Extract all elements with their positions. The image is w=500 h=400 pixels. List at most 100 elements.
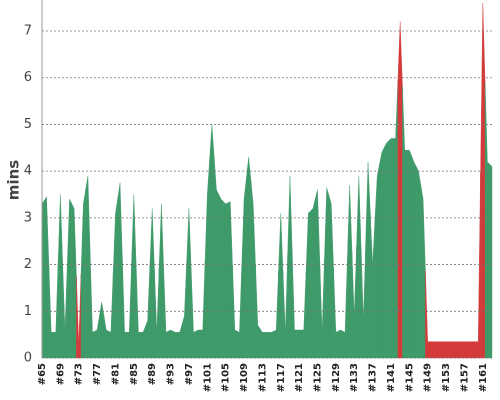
area-segment: [122, 257, 128, 359]
area-segment: [370, 213, 376, 359]
area-segment: [452, 341, 458, 359]
area-segment: [236, 265, 242, 359]
area-segment: [218, 194, 224, 359]
area-segment: [484, 82, 490, 359]
x-tick-label: #113: [257, 363, 268, 392]
area-segment: [76, 273, 82, 359]
area-segment: [149, 208, 155, 359]
area-segment: [461, 341, 467, 359]
area-segment: [145, 264, 151, 359]
area-segment: [163, 268, 169, 359]
y-tick-label: 3: [24, 210, 32, 225]
area-segment: [374, 164, 380, 359]
area-segment: [269, 330, 275, 359]
area-segment: [351, 245, 357, 359]
area-segment: [429, 341, 435, 359]
area-segment: [342, 258, 348, 359]
area-segment: [71, 203, 77, 359]
area-segment: [416, 166, 422, 359]
area-segment: [489, 163, 493, 359]
x-tick-label: #93: [166, 363, 177, 385]
area-segment: [383, 140, 389, 359]
area-segment: [411, 155, 417, 359]
area-segment: [471, 341, 477, 359]
area-segment: [319, 259, 325, 359]
area-segment: [324, 187, 330, 359]
x-tick-label: #117: [276, 363, 287, 392]
area-segment: [209, 124, 215, 359]
area-segment: [360, 241, 366, 359]
area-segment: [337, 329, 343, 359]
area-segment: [108, 272, 114, 359]
area-segment: [457, 341, 463, 359]
area-segment: [402, 85, 408, 359]
area-segment: [287, 175, 293, 359]
y-tick-label: 5: [24, 117, 32, 132]
y-axis-label: mins: [5, 160, 23, 200]
y-tick-label: 2: [24, 257, 32, 272]
area-segment: [112, 197, 118, 359]
x-tick-label: #73: [74, 363, 85, 385]
area-segment: [406, 149, 412, 359]
area-segment: [135, 263, 141, 359]
area-segment: [99, 301, 105, 359]
area-segment: [154, 268, 160, 359]
area-segment: [168, 329, 174, 359]
area-segment: [250, 180, 256, 359]
area-segment: [103, 315, 109, 359]
area-segment: [301, 271, 307, 359]
area-segment: [117, 182, 123, 359]
area-segment: [333, 268, 339, 359]
area-segment: [186, 208, 192, 359]
area-segment: [246, 157, 252, 359]
x-tick-label: #133: [349, 363, 360, 392]
y-tick-label: 4: [24, 164, 32, 179]
x-tick-label: #153: [441, 363, 452, 392]
x-tick-label: #97: [184, 363, 195, 385]
x-tick-label: #65: [37, 363, 48, 385]
area-segment: [177, 324, 183, 359]
area-segment: [232, 265, 238, 359]
area-segment: [48, 264, 54, 359]
y-tick-label: 6: [24, 70, 32, 85]
area-segment: [466, 341, 472, 359]
area-segment: [315, 189, 321, 359]
area-segment: [328, 195, 334, 359]
area-segment: [420, 185, 426, 359]
area-segment: [259, 328, 265, 359]
area-segment: [273, 271, 279, 359]
area-segment: [126, 263, 132, 359]
area-segment: [140, 326, 146, 359]
x-tick-label: #77: [92, 363, 103, 385]
y-tick-label: 7: [24, 24, 32, 39]
area-segment: [131, 194, 137, 359]
area-segment: [388, 138, 394, 359]
area-segment: [181, 262, 187, 359]
area-segment: [264, 332, 270, 359]
area-segment: [80, 189, 86, 359]
area-segment: [85, 175, 91, 359]
area-segment: [448, 341, 454, 359]
area-segment: [393, 80, 399, 359]
x-tick-label: #85: [129, 363, 140, 385]
area-segment: [94, 315, 100, 359]
area-segment: [213, 157, 219, 359]
area-segment: [227, 201, 233, 359]
x-tick-label: #69: [55, 363, 66, 385]
area-segment: [356, 175, 362, 359]
area-segment: [195, 329, 201, 359]
area-segment: [57, 194, 63, 359]
x-tick-label: #137: [368, 363, 379, 392]
area-segment: [90, 254, 96, 359]
area-segment: [191, 270, 197, 359]
x-tick-label: #125: [313, 363, 324, 392]
y-tick-label: 0: [24, 351, 32, 366]
area-segment: [475, 172, 481, 359]
area-segment: [397, 21, 403, 359]
area-segment: [292, 252, 298, 359]
area-segment: [67, 199, 73, 359]
area-segment: [62, 262, 68, 359]
area-segment: [241, 178, 247, 359]
x-tick-label: #141: [386, 363, 397, 392]
